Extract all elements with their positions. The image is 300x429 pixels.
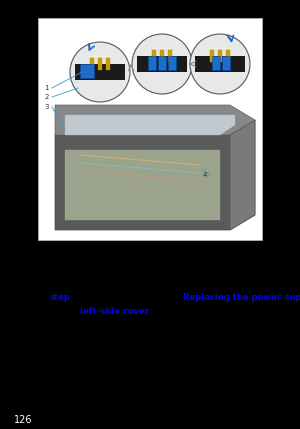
Circle shape xyxy=(70,42,130,102)
Bar xyxy=(195,56,245,72)
Bar xyxy=(80,64,94,78)
Bar xyxy=(137,56,187,72)
Bar xyxy=(75,64,125,80)
Bar xyxy=(222,56,230,70)
Bar xyxy=(90,58,94,70)
Bar xyxy=(152,50,156,62)
Polygon shape xyxy=(55,120,255,230)
Bar xyxy=(226,50,230,62)
Bar xyxy=(210,50,214,62)
Text: 3: 3 xyxy=(44,104,49,110)
Circle shape xyxy=(132,34,192,94)
Text: Replacing the power-supply unit: Replacing the power-supply unit xyxy=(183,293,300,302)
Bar xyxy=(38,18,262,240)
Bar xyxy=(168,50,172,62)
Bar xyxy=(212,56,220,70)
Text: 126: 126 xyxy=(14,415,32,425)
Bar xyxy=(65,150,220,220)
Bar xyxy=(148,56,156,70)
Text: step: step xyxy=(50,293,71,302)
Text: 4: 4 xyxy=(202,172,207,178)
Bar xyxy=(160,50,164,62)
Bar xyxy=(168,56,176,70)
Circle shape xyxy=(190,34,250,94)
Bar xyxy=(158,56,166,70)
Polygon shape xyxy=(65,115,235,135)
Bar xyxy=(98,58,102,70)
Polygon shape xyxy=(230,120,255,230)
Bar xyxy=(106,58,110,70)
Text: 2: 2 xyxy=(45,94,49,100)
Bar xyxy=(218,50,222,62)
Polygon shape xyxy=(55,105,255,135)
Text: left-side cover: left-side cover xyxy=(80,307,149,316)
Text: 1: 1 xyxy=(44,85,49,91)
